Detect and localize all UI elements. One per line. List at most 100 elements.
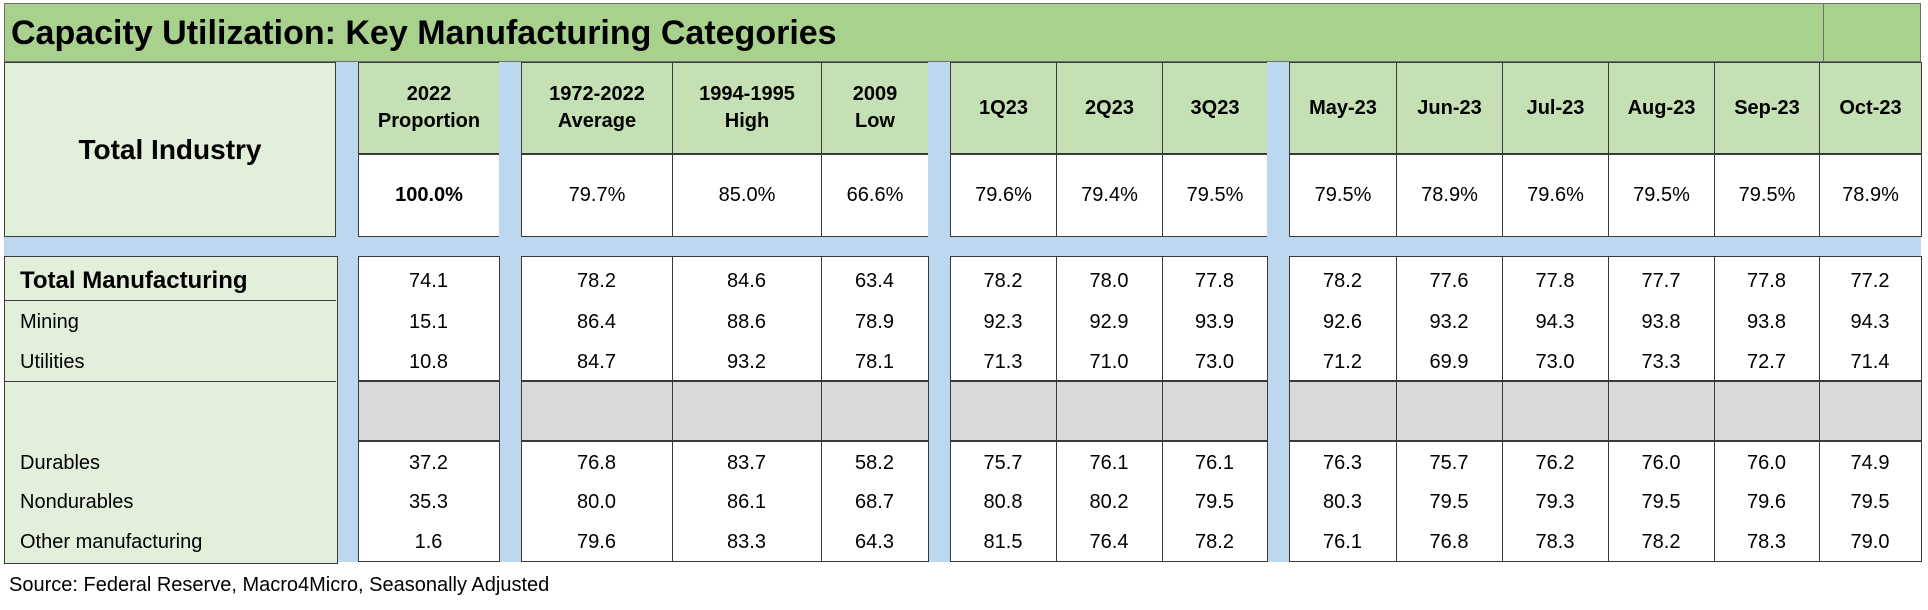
- column-header-line1: Sep-23: [1734, 96, 1800, 119]
- table-cell: 94.3: [1535, 311, 1575, 333]
- table-cell: 76.3: [1323, 452, 1362, 474]
- table-cell: 76.1: [1195, 452, 1234, 474]
- column-header-line1: Aug-23: [1627, 96, 1696, 119]
- table-cell: 93.9: [1195, 311, 1234, 333]
- table-cell: 78.2: [1641, 531, 1681, 553]
- table-cell: 78.2: [983, 270, 1023, 292]
- total-industry-value-11: 79.5%: [1714, 154, 1820, 237]
- table-cell: 78.1: [855, 351, 894, 373]
- table-cell: 73.0: [1535, 351, 1575, 373]
- column-header-11: Sep-23: [1714, 62, 1820, 154]
- total-industry-value-4: 79.6%: [950, 154, 1057, 237]
- table-cell: 88.6: [727, 311, 766, 333]
- table-cell: 35.3: [409, 491, 448, 513]
- column-header-line1: 2009: [852, 83, 898, 105]
- total-industry-value-10: 79.5%: [1608, 154, 1715, 237]
- total-industry-value-3: 66.6%: [821, 154, 929, 237]
- table-cell: 92.3: [983, 311, 1023, 333]
- column-header-line1: Jun-23: [1417, 96, 1482, 119]
- column-header-9: Jul-23: [1502, 62, 1609, 154]
- table-cell: 78.2: [577, 270, 616, 292]
- table-cell: 77.7: [1641, 270, 1681, 292]
- table-cell: 79.5: [1850, 491, 1890, 513]
- table-cell: 81.5: [983, 531, 1023, 553]
- table-cell: 76.4: [1089, 531, 1129, 553]
- data-block-upper-1: [521, 256, 929, 381]
- column-header-10: Aug-23: [1608, 62, 1715, 154]
- row-label: Durables: [20, 452, 101, 474]
- table-cell: 78.2: [1195, 531, 1234, 553]
- separator-horizontal: [4, 237, 1921, 256]
- row-label: Mining: [20, 311, 79, 333]
- total-industry-value-8: 78.9%: [1396, 154, 1503, 237]
- table-cell: 63.4: [855, 270, 894, 292]
- total-industry-label: Total Industry: [4, 62, 336, 237]
- sheet-title: Capacity Utilization: Key Manufacturing …: [11, 14, 837, 52]
- total-industry-value-6: 79.5%: [1162, 154, 1268, 237]
- table-cell: 93.2: [727, 351, 766, 373]
- table-cell: 74.1: [409, 270, 448, 292]
- table-cell: 37.2: [409, 452, 448, 474]
- table-cell: 86.1: [727, 491, 766, 513]
- table-cell: 76.8: [1429, 531, 1469, 553]
- row-label: Nondurables: [20, 491, 134, 513]
- blank-row-3: [1289, 381, 1922, 441]
- column-header-line1: 3Q23: [1190, 96, 1240, 119]
- table-cell: 77.6: [1429, 270, 1469, 292]
- column-header-12: Oct-23: [1819, 62, 1922, 154]
- table-cell: 80.8: [983, 491, 1023, 513]
- table-cell: 76.0: [1747, 452, 1786, 474]
- column-header-0: 2022 Proportion: [358, 62, 500, 154]
- title-divider: [1823, 4, 1824, 63]
- total-industry-value-12: 78.9%: [1819, 154, 1922, 237]
- table-cell: 71.3: [983, 351, 1023, 373]
- table-cell: 79.5: [1641, 491, 1681, 513]
- total-industry-value-5: 79.4%: [1056, 154, 1163, 237]
- table-cell: 1.6: [414, 531, 443, 553]
- table-cell: 92.6: [1323, 311, 1362, 333]
- table-cell: 79.5: [1429, 491, 1469, 513]
- column-header-4: 1Q23: [950, 62, 1057, 154]
- column-divider: [1056, 256, 1057, 562]
- table-cell: 76.8: [577, 452, 616, 474]
- column-divider: [1819, 256, 1820, 562]
- separator-vertical-3: [928, 62, 950, 562]
- column-divider: [1396, 256, 1397, 562]
- table-cell: 79.6: [577, 531, 616, 553]
- table-cell: 69.9: [1429, 351, 1469, 373]
- separator-vertical-2: [499, 62, 521, 562]
- table-cell: 77.8: [1747, 270, 1786, 292]
- label-divider-1: [4, 300, 336, 301]
- table-cell: 74.9: [1850, 452, 1890, 474]
- table-cell: 77.2: [1850, 270, 1890, 292]
- table-cell: 79.0: [1850, 531, 1890, 553]
- table-cell: 79.3: [1535, 491, 1575, 513]
- separator-vertical-1: [336, 62, 358, 562]
- column-header-line2: Proportion: [377, 110, 481, 132]
- total-industry-value-2: 85.0%: [672, 154, 822, 237]
- table-cell: 80.2: [1089, 491, 1129, 513]
- table-cell: 76.2: [1535, 452, 1575, 474]
- blank-row-2: [950, 381, 1268, 441]
- table-cell: 94.3: [1850, 311, 1890, 333]
- row-label: Other manufacturing: [20, 531, 203, 553]
- total-industry-value-0: 100.0%: [358, 154, 500, 237]
- total-industry-value-1: 79.7%: [521, 154, 673, 237]
- separator-vertical-4: [1267, 62, 1289, 562]
- table-cell: 71.4: [1850, 351, 1890, 373]
- table-cell: 78.2: [1323, 270, 1362, 292]
- table-cell: 80.0: [577, 491, 616, 513]
- column-header-7: May-23: [1289, 62, 1397, 154]
- column-header-2: 1994-1995 High: [672, 62, 822, 154]
- table-cell: 93.8: [1747, 311, 1786, 333]
- column-header-line1: 1972-2022: [549, 83, 645, 105]
- table-cell: 73.3: [1641, 351, 1681, 373]
- total-industry-value-7: 79.5%: [1289, 154, 1397, 237]
- table-cell: 92.9: [1089, 311, 1129, 333]
- table-cell: 76.1: [1323, 531, 1362, 553]
- table-cell: 10.8: [409, 351, 448, 373]
- table-cell: 83.7: [727, 452, 766, 474]
- table-cell: 78.3: [1747, 531, 1786, 553]
- column-header-line1: 1Q23: [979, 96, 1028, 119]
